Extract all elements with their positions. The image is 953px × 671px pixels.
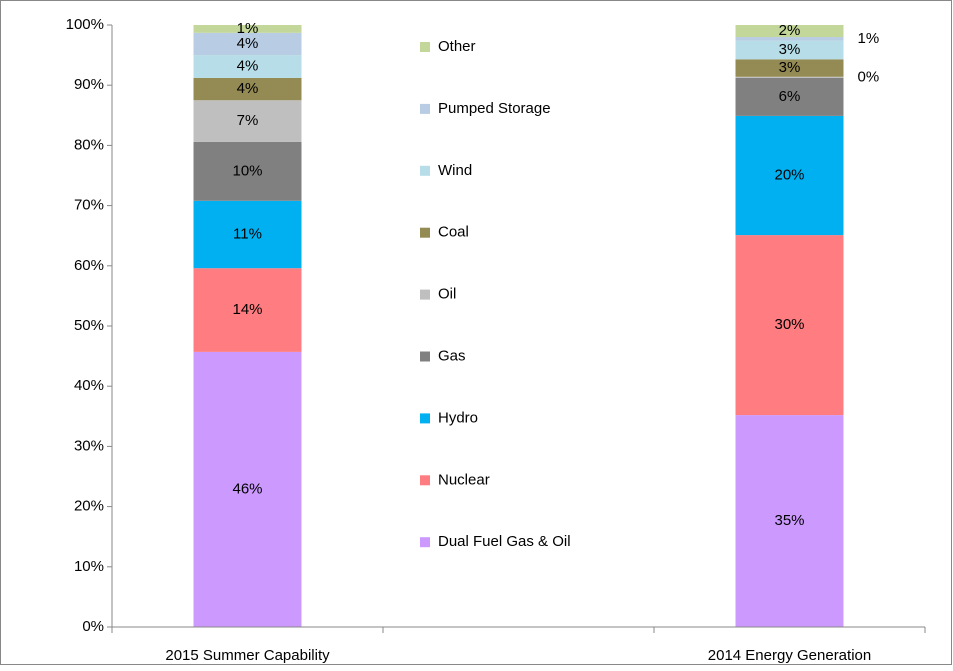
bar-segment (193, 351, 302, 627)
legend-swatch (420, 413, 430, 424)
data-label: 20% (774, 166, 804, 183)
data-label: 7% (237, 112, 259, 129)
data-label: 6% (779, 88, 801, 105)
legend-label: Wind (438, 162, 472, 179)
data-label: 1% (237, 20, 259, 37)
legend-label: Oil (438, 286, 456, 303)
legend-label: Gas (438, 347, 466, 364)
y-tick-label: 10% (74, 558, 104, 575)
legend-swatch (420, 289, 430, 300)
data-label: 10% (232, 162, 262, 179)
x-tick-label: 2014 Energy Generation (708, 647, 871, 664)
data-label: 4% (237, 58, 259, 75)
legend-label: Coal (438, 224, 469, 241)
y-tick-label: 50% (74, 317, 104, 334)
y-tick-label: 30% (74, 437, 104, 454)
data-label: 14% (232, 301, 262, 318)
data-label: 11% (233, 225, 262, 242)
bar-segment (193, 268, 302, 352)
y-tick-label: 90% (74, 76, 104, 93)
bar-segment (735, 59, 844, 77)
data-label: 3% (779, 59, 801, 76)
x-tick-label: 2015 Summer Capability (165, 647, 330, 664)
legend-label: Dual Fuel Gas & Oil (438, 533, 571, 550)
legend-swatch (420, 227, 430, 238)
bar-segment (735, 76, 844, 78)
y-tick-label: 80% (74, 136, 104, 153)
legend-swatch (420, 475, 430, 486)
bar-segment (193, 100, 302, 142)
legend-label: Nuclear (438, 471, 490, 488)
bar-segment (735, 37, 844, 41)
legend-swatch (420, 351, 430, 362)
y-tick-label: 0% (82, 618, 104, 635)
data-label: 35% (774, 512, 804, 529)
legend-swatch (420, 165, 430, 176)
legend-swatch (420, 537, 430, 548)
y-tick-label: 70% (74, 197, 104, 214)
legend-swatch (420, 42, 430, 52)
bar-segment (735, 235, 844, 416)
bar-segment (193, 32, 302, 56)
y-tick-label: 100% (66, 16, 104, 33)
y-tick-label: 60% (74, 257, 104, 274)
legend-swatch (420, 103, 430, 114)
bar-segment (735, 115, 844, 236)
bar-segment (193, 55, 302, 78)
bar-segment (735, 77, 844, 116)
legend-label: Other (438, 38, 476, 55)
y-tick-label: 20% (74, 498, 104, 515)
bar-segment (193, 25, 302, 33)
data-label: 0% (858, 68, 880, 85)
bar-segment (193, 141, 302, 201)
bar-segment (193, 77, 302, 101)
legend-label: Hydro (438, 409, 478, 426)
bar-segment (735, 40, 844, 60)
legend-label: Pumped Storage (438, 100, 551, 117)
data-label: 1% (858, 30, 880, 47)
bar-segment (193, 200, 302, 269)
data-label: 30% (774, 316, 804, 333)
bar-segment (735, 25, 844, 38)
data-label: 4% (237, 80, 259, 97)
data-label: 3% (779, 41, 801, 58)
data-label: 46% (232, 480, 262, 497)
bar-segment (735, 415, 844, 627)
y-tick-label: 40% (74, 377, 104, 394)
data-label: 2% (779, 22, 801, 39)
data-label: 4% (237, 35, 259, 52)
